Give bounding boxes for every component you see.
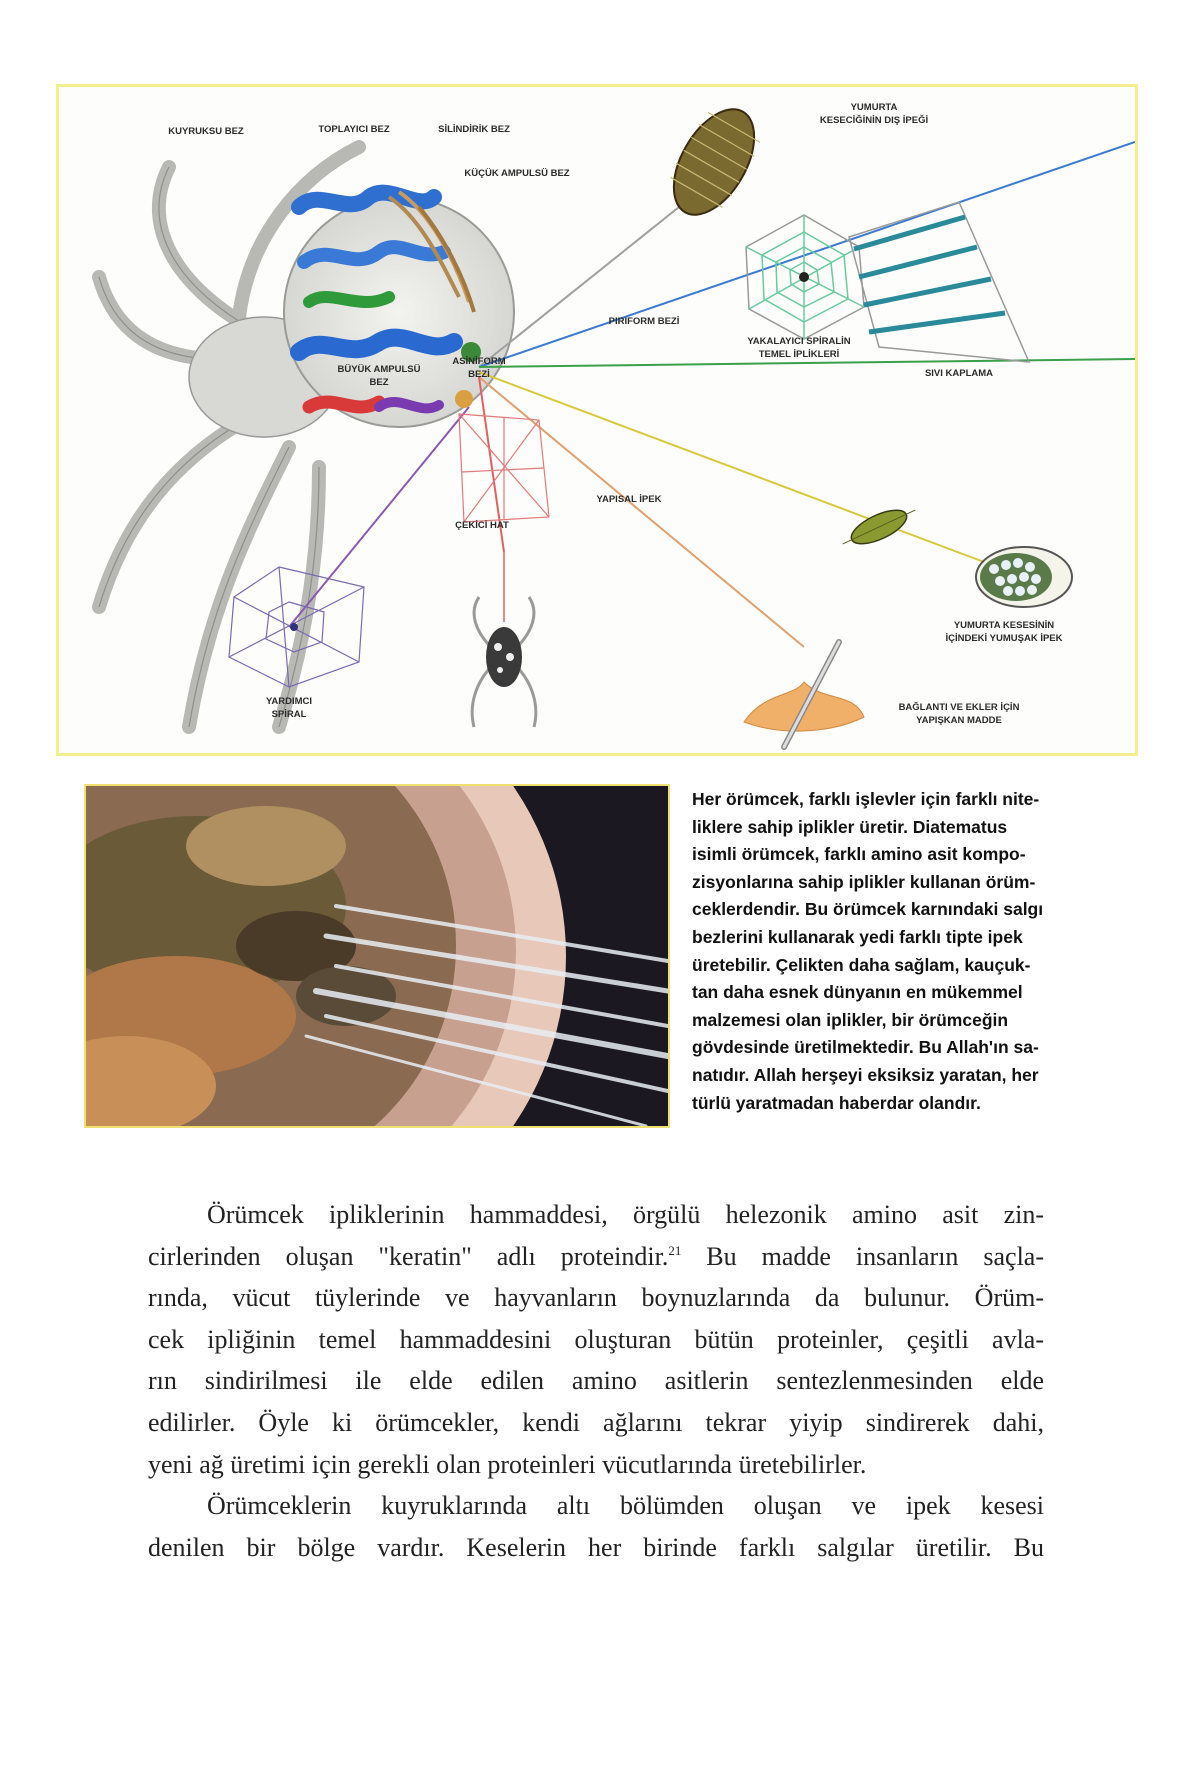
label-sivi-kaplama: SIVI KAPLAMA bbox=[924, 368, 994, 379]
label-yumurta-kesesi-ic: YUMURTA KESESİNİN İÇİNDEKİ YUMUŞAK İPEK bbox=[945, 620, 1063, 644]
paragraph-text: Bu madde insanların saçla- bbox=[681, 1241, 1044, 1271]
caption-line: gövdesinde üretilmektedir. Bu Allah'ın s… bbox=[692, 1037, 1039, 1058]
spinneret-photo-image bbox=[86, 786, 668, 1126]
spinneret-photo bbox=[84, 784, 670, 1128]
label-yardimci-spiral: YARDIMCI SPİRAL bbox=[265, 696, 313, 720]
egg-sac-inner bbox=[975, 546, 1073, 608]
caption-line: üretebilir. Çelikten daha sağlam, kauçuk… bbox=[692, 954, 1031, 975]
label-buyuk-ampulsu-bez: BÜYÜK AMPULSÜ BEZ bbox=[337, 364, 421, 388]
hanging-spider bbox=[470, 552, 538, 728]
silk-glands bbox=[290, 184, 481, 414]
label-cekici-hat: ÇEKİCİ HAT bbox=[455, 520, 509, 531]
caption-line: türlü yaratmadan haberdar olandır. bbox=[692, 1092, 981, 1113]
silk-lines bbox=[288, 141, 1135, 648]
silk-gland-diagram: KUYRUKSU BEZ TOPLAYICI BEZ SİLİNDİRİK BE… bbox=[56, 84, 1138, 756]
paragraph-line: cirlerinden oluşan "keratin" adlı protei… bbox=[148, 1236, 1044, 1278]
footnote-reference[interactable]: 21 bbox=[668, 1242, 682, 1258]
label-silindirik-bez: SİLİNDİRİK BEZ bbox=[438, 124, 510, 135]
caption-line: malzemesi olan iplikler, bir örümceğin bbox=[692, 1009, 1009, 1030]
attachment-glue bbox=[743, 639, 865, 750]
egg-sac-outer bbox=[670, 108, 761, 216]
caption-line: bezlerini kullanarak yedi farklı tipte i… bbox=[692, 926, 1023, 947]
paragraph-line: rın sindirilmesi ile elde edilen amino a… bbox=[148, 1366, 1044, 1396]
paragraph-line: cek ipliğinin temel hammaddesini oluştur… bbox=[148, 1324, 1044, 1354]
wrapped-prey bbox=[842, 509, 916, 545]
caption-line: isimli örümcek, farklı amino asit kompo- bbox=[692, 844, 1026, 865]
label-yumurta-kesecigi: YUMURTA KESECİĞİNİN DIŞ İPEĞİ bbox=[819, 102, 929, 126]
caption-line: Her örümcek, farklı işlevler için farklı… bbox=[692, 789, 1040, 809]
paragraph-line: rında, vücut tüylerinde ve hayvanların b… bbox=[148, 1283, 1044, 1313]
paragraph-line: Örümcek ipliklerinin hammaddesi, örgülü … bbox=[207, 1200, 1044, 1229]
photo-caption: Her örümcek, farklı işlevler için farklı… bbox=[692, 786, 1112, 1117]
label-yapisal-ipek: YAPISAL İPEK bbox=[596, 494, 662, 505]
caption-line: liklere sahip iplikler üretir. Diatematu… bbox=[692, 816, 1008, 837]
caption-line: ceklerdendir. Bu örümcek karnındaki salg… bbox=[692, 899, 1044, 920]
label-baglanti: BAĞLANTI VE EKLER İÇİN YAPIŞKAN MADDE bbox=[898, 702, 1020, 726]
attachment-web bbox=[458, 413, 550, 523]
capture-web bbox=[745, 214, 865, 340]
auxiliary-spiral-web bbox=[228, 566, 365, 688]
diagram-illustration bbox=[92, 108, 1135, 750]
label-kuyruksu-bez: KUYRUKSU BEZ bbox=[168, 126, 244, 137]
paragraph-line: yeni ağ üretimi için gerekli olan protei… bbox=[148, 1449, 867, 1479]
liquid-coating-sample bbox=[848, 201, 1031, 363]
caption-line: zisyonlarına sahip iplikler kullanan örü… bbox=[692, 871, 1036, 892]
spider-abdomen bbox=[283, 196, 515, 428]
caption-line: natıdır. Allah herşeyi eksiksiz yaratan,… bbox=[692, 1064, 1039, 1085]
paragraph-line: denilen bir bölge vardır. Keselerin her … bbox=[148, 1532, 1044, 1562]
label-asiniform-bezi: ASİNİFORM BEZİ bbox=[452, 356, 506, 380]
caption-line: tan daha esnek dünyanın en mükemmel bbox=[692, 982, 1023, 1003]
body-text: Örümcek ipliklerinin hammaddesi, örgülü … bbox=[148, 1194, 1044, 1568]
label-kucuk-ampulsu-bez: KÜÇÜK AMPULSÜ BEZ bbox=[464, 168, 570, 179]
paragraph-text: cirlerinden oluşan "keratin" adlı protei… bbox=[148, 1241, 669, 1271]
paragraph-line: edilirler. Öyle ki örümcekler, kendi ağl… bbox=[148, 1407, 1044, 1437]
paragraph-line: Örümceklerin kuyruklarında altı bölümden… bbox=[207, 1491, 1044, 1521]
label-yakalayici-spiral: YAKALAYICI SPİRALİN TEMEL İPLİKLERİ bbox=[747, 336, 851, 360]
label-piriform-bezi: PIRIFORM BEZİ bbox=[608, 316, 680, 327]
label-toplayici-bez: TOPLAYICI BEZ bbox=[318, 124, 390, 135]
